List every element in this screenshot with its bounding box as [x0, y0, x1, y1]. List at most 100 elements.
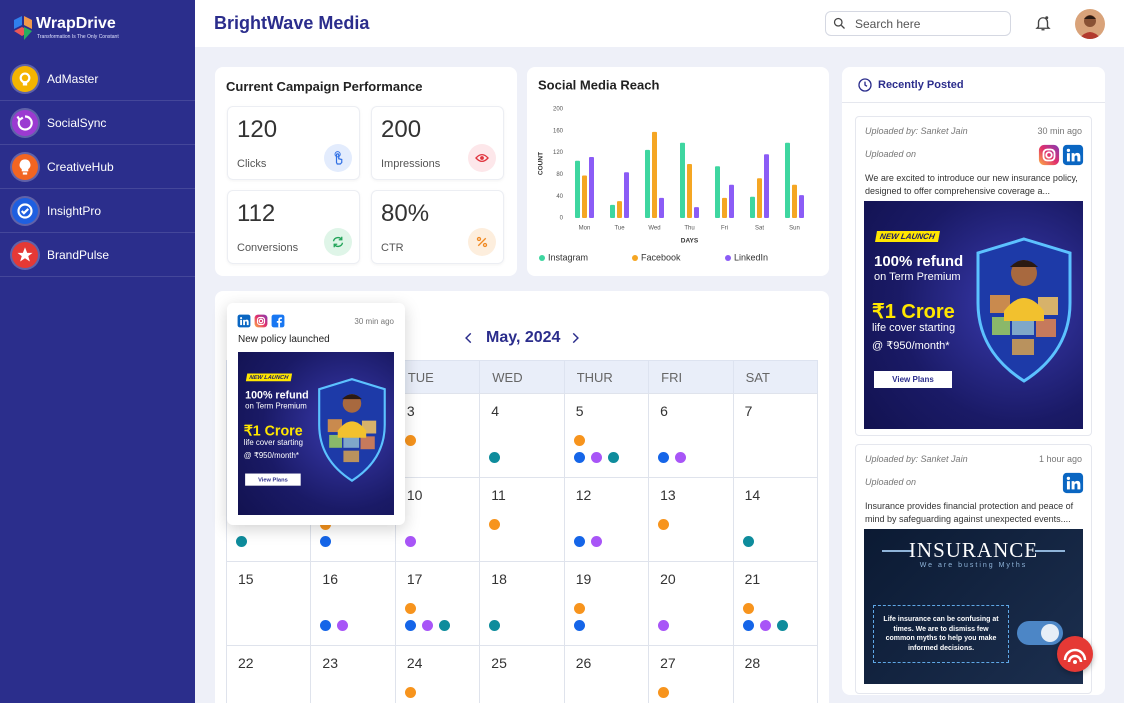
next-month[interactable] — [568, 331, 582, 345]
icon-shape — [572, 332, 579, 344]
weekday-label: TUE — [407, 370, 434, 385]
day-number: 21 — [744, 571, 761, 587]
calendar-day[interactable]: 12 — [563, 477, 650, 562]
month-title: May, 2024 — [486, 329, 561, 346]
bar — [680, 142, 685, 218]
calendar-day[interactable]: 26 — [563, 645, 650, 703]
nav-item[interactable]: BrandPulse — [0, 233, 195, 277]
post-dot — [742, 536, 754, 547]
calendar-day[interactable]: 27 — [648, 645, 734, 703]
legend-label: Facebook — [641, 252, 681, 262]
day-number: 11 — [491, 487, 506, 503]
weekday-header: THUR — [563, 360, 650, 394]
day-number: 3 — [406, 403, 415, 419]
calendar-day[interactable]: 28 — [732, 645, 818, 703]
calendar-day[interactable]: 24 — [394, 645, 481, 703]
insurance-subtitle: We are busting Myths — [919, 562, 1028, 569]
legend-swatch — [725, 255, 731, 261]
icon-shape — [240, 319, 243, 326]
post-dot — [742, 620, 754, 631]
nav-icon — [12, 198, 38, 224]
icon-shape — [243, 319, 249, 326]
post-dot — [404, 536, 416, 547]
nav-item[interactable]: AdMaster — [0, 57, 195, 101]
calendar-day[interactable]: 18 — [479, 561, 565, 646]
kpi-icon — [324, 144, 352, 172]
icon-shape — [22, 82, 28, 86]
prev-month[interactable] — [462, 331, 476, 345]
kpi-icon — [468, 228, 496, 256]
icon-shape — [256, 316, 266, 326]
icon-shape — [1066, 481, 1070, 490]
ad-cta[interactable]: View Plans — [245, 473, 301, 486]
icon-shape — [1035, 17, 1051, 29]
search-box[interactable]: Search here — [825, 11, 1011, 36]
icon-shape — [1045, 151, 1053, 159]
day-number: 12 — [575, 487, 592, 503]
kpi-icon — [468, 144, 496, 172]
icon-shape — [1084, 15, 1096, 19]
day-number: 13 — [660, 487, 676, 503]
day-number: 23 — [322, 655, 338, 671]
calendar-day[interactable]: 19 — [563, 561, 650, 646]
day-number: 10 — [406, 487, 423, 503]
icon-shape — [1045, 16, 1049, 20]
post-dot — [404, 435, 416, 446]
calendar-day[interactable]: 20 — [648, 561, 734, 646]
day-number: 20 — [660, 571, 676, 587]
nav-item[interactable]: InsightPro — [0, 189, 195, 233]
avatar[interactable] — [1075, 9, 1105, 39]
calendar-day[interactable]: 14 — [732, 477, 818, 562]
legend-swatch — [632, 255, 638, 261]
post-card: Uploaded by: Sanket Jain 1 hour ago Upload… — [855, 444, 1092, 694]
kpi-value: 112 — [237, 200, 276, 227]
bar — [582, 175, 587, 218]
kpi-tile: 112 Conversions — [227, 190, 360, 264]
y-tick-label: 200 — [553, 107, 564, 113]
calendar-day[interactable]: 4 — [479, 393, 565, 478]
calendar-day[interactable]: 3 — [394, 393, 481, 478]
weekday-header: TUE — [394, 360, 481, 394]
calendar-day[interactable]: 17 — [394, 561, 481, 646]
calendar-day[interactable]: 25 — [479, 645, 565, 703]
ad-amount: ₹1 Crore — [243, 423, 303, 440]
nav-item[interactable]: CreativeHub — [0, 145, 195, 189]
nav-item[interactable]: SocialSync — [0, 101, 195, 145]
kpi-label: Clicks — [237, 158, 267, 170]
kpi-label: CTR — [381, 242, 404, 254]
bell-icon[interactable] — [1034, 14, 1052, 32]
icon-shape — [17, 203, 33, 219]
insurance-banner: INSURANCE We are busting Myths Life insura… — [864, 529, 1083, 684]
icon-shape — [19, 72, 31, 84]
chart: Social Media Reach 0 40 80 120 160 200 COUNT DAY… — [538, 77, 804, 262]
calendar-day[interactable]: 23 — [310, 645, 396, 703]
calendar-day[interactable]: 10 — [394, 477, 481, 562]
x-tick-label: Sun — [789, 226, 800, 232]
calendar-day[interactable]: 5 — [563, 393, 650, 478]
icon-shape — [19, 159, 31, 172]
post-dot — [658, 519, 670, 530]
post-uploader: Uploaded by: Sanket Jain — [865, 454, 968, 464]
kpi-tile: 200 Impressions — [371, 106, 504, 180]
sidebar: WrapDrive Transformation Is The Only Cons… — [0, 0, 195, 703]
day-number: 16 — [322, 571, 338, 587]
bar — [722, 197, 727, 218]
calendar-day[interactable]: 11 — [479, 477, 565, 562]
legend-label: LinkedIn — [734, 252, 768, 262]
ad-cta[interactable]: View Plans — [874, 371, 952, 388]
calendar-day[interactable]: 15 — [226, 561, 312, 646]
icon-shape — [17, 115, 33, 131]
icon-shape — [864, 81, 868, 87]
icon-shape — [1036, 319, 1056, 337]
y-tick-label: 80 — [556, 172, 563, 178]
calendar-day[interactable]: 13 — [648, 477, 734, 562]
calendar-day[interactable]: 6 — [648, 393, 734, 478]
calendar-day[interactable]: 22 — [226, 645, 312, 703]
day-number: 18 — [491, 571, 507, 587]
calendar-day[interactable]: 16 — [310, 561, 396, 646]
calendar-day[interactable]: 7 — [732, 393, 818, 478]
fab-button[interactable] — [1057, 636, 1093, 672]
toggle-knob — [1041, 624, 1059, 642]
calendar-day[interactable]: 21 — [732, 561, 818, 646]
post-dot — [658, 620, 670, 631]
